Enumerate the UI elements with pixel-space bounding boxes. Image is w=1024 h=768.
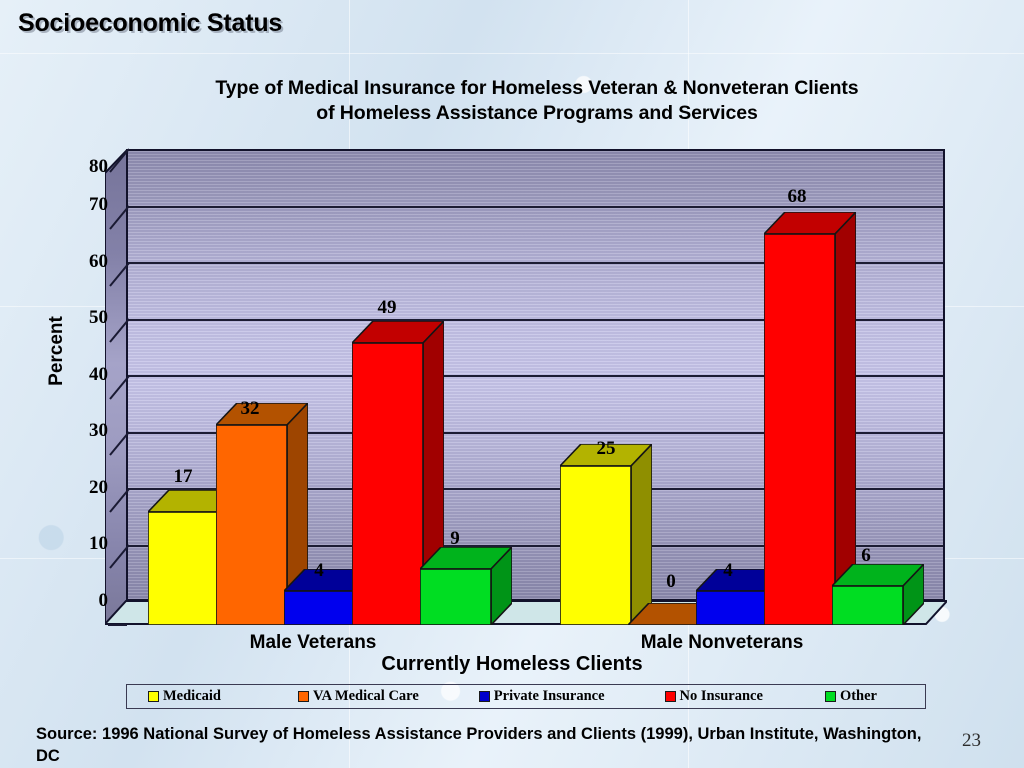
legend-swatch-other-icon bbox=[824, 691, 836, 702]
y-tick-0: 0 bbox=[98, 590, 109, 611]
y-tick-50: 50 bbox=[89, 307, 108, 328]
bar-label-male-veterans-private-insurance: 4 bbox=[314, 560, 324, 581]
bar-label-male-nonveterans-va-medical-care: 0 bbox=[666, 571, 676, 592]
bar-male-veterans-other[interactable] bbox=[420, 547, 512, 625]
y-tick-80: 80 bbox=[89, 156, 108, 177]
chart-title-line-2: of Homeless Assistance Programs and Serv… bbox=[316, 102, 758, 124]
y-tick-30: 30 bbox=[89, 420, 108, 441]
source-note: Source: 1996 National Survey of Homeless… bbox=[36, 725, 922, 765]
chart-title: Type of Medical Insurance for Homeless V… bbox=[112, 76, 962, 126]
page-number: 23 bbox=[962, 730, 981, 751]
gridline-30 bbox=[128, 431, 943, 434]
gridline-40 bbox=[128, 375, 943, 377]
legend-swatch-no-insurance-icon bbox=[664, 691, 676, 702]
y-axis-tick-marks bbox=[108, 148, 130, 626]
bar-label-male-veterans-va-medical-care: 32 bbox=[240, 398, 260, 419]
y-axis-ticks: 0 10 20 30 40 50 60 70 80 bbox=[58, 0, 108, 768]
legend-item-medicaid[interactable]: Medicaid bbox=[148, 689, 221, 704]
legend-label-no-insurance: No Insurance bbox=[679, 688, 763, 705]
legend-label-private-insurance: Private Insurance bbox=[493, 688, 605, 705]
category-label-male-veterans: Male Veterans bbox=[249, 632, 377, 653]
legend-swatch-private-insurance-icon bbox=[478, 691, 490, 702]
x-axis-title: Currently Homeless Clients bbox=[381, 653, 643, 675]
chart-legend: Medicaid VA Medical Care Private Insuran… bbox=[126, 684, 926, 709]
legend-item-no-insurance[interactable]: No Insurance bbox=[664, 688, 763, 705]
gridline-70 bbox=[128, 205, 943, 208]
page-title: Socioeconomic Status bbox=[18, 9, 283, 37]
gridline-10 bbox=[128, 544, 943, 547]
bar-label-male-veterans-other: 9 bbox=[450, 528, 460, 549]
y-tick-10: 10 bbox=[89, 533, 108, 554]
gridline-50 bbox=[128, 318, 943, 321]
plot-side-wall bbox=[105, 149, 128, 625]
y-tick-70: 70 bbox=[89, 194, 108, 215]
y-axis-title: Percent bbox=[46, 316, 67, 386]
bar-label-male-veterans-no-insurance: 49 bbox=[377, 297, 397, 318]
bar-label-male-nonveterans-medicaid: 25 bbox=[596, 438, 616, 459]
legend-item-other[interactable]: Other bbox=[824, 688, 877, 705]
legend-item-private-insurance[interactable]: Private Insurance bbox=[478, 688, 605, 705]
bar-label-male-nonveterans-other: 6 bbox=[861, 545, 871, 566]
bar-label-male-nonveterans-no-insurance: 68 bbox=[787, 186, 807, 207]
bar-male-nonveterans-no-insurance[interactable] bbox=[764, 212, 856, 625]
bar-male-nonveterans-other[interactable] bbox=[832, 564, 924, 625]
bar-label-male-nonveterans-private-insurance: 4 bbox=[723, 560, 733, 581]
bar-male-nonveterans-medicaid[interactable] bbox=[560, 444, 652, 625]
y-tick-20: 20 bbox=[89, 477, 108, 498]
gridline-60 bbox=[128, 262, 943, 264]
legend-swatch-va-medical-care-icon bbox=[298, 691, 309, 702]
legend-label-other: Other bbox=[839, 688, 877, 705]
legend-swatch-medicaid-icon bbox=[148, 691, 159, 702]
gridline-20 bbox=[128, 488, 943, 490]
bar-male-veterans-va-medical-care[interactable] bbox=[216, 403, 308, 625]
y-tick-60: 60 bbox=[89, 251, 108, 272]
legend-item-va-medical-care[interactable]: VA Medical Care bbox=[298, 689, 419, 704]
legend-label-medicaid: Medicaid bbox=[163, 688, 221, 705]
y-tick-40: 40 bbox=[89, 364, 108, 385]
bar-label-male-veterans-medicaid: 17 bbox=[173, 466, 193, 487]
legend-label-va-medical-care: VA Medical Care bbox=[313, 688, 419, 705]
category-label-male-nonveterans: Male Nonveterans bbox=[640, 632, 804, 653]
chart-title-line-1: Type of Medical Insurance for Homeless V… bbox=[215, 77, 859, 99]
